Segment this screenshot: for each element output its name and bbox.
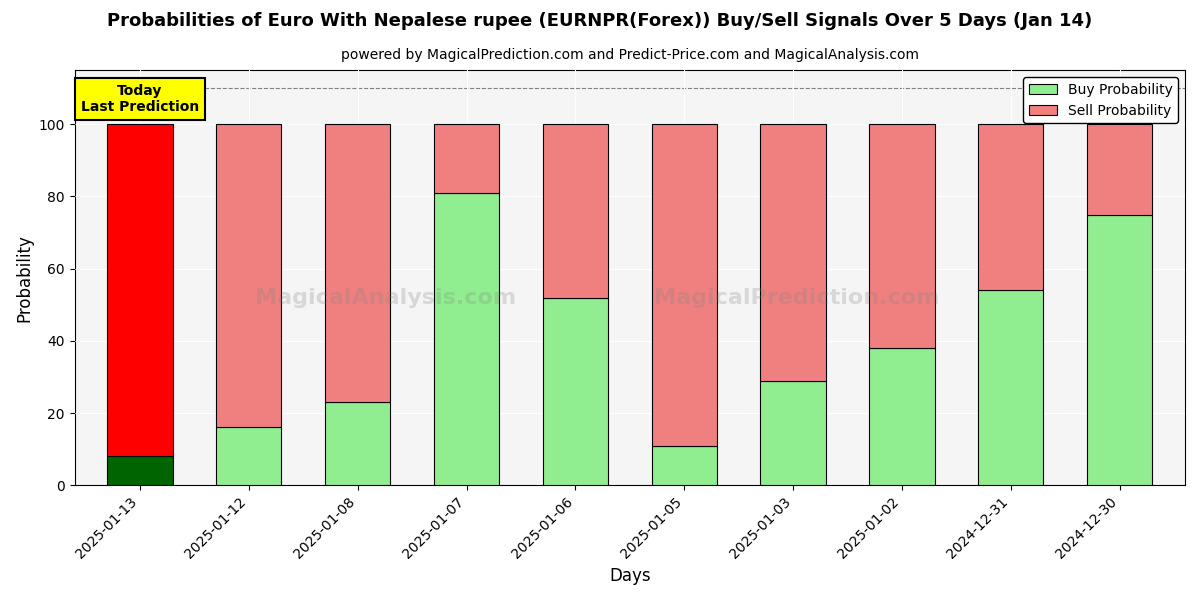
Bar (216, 124, 282, 427)
X-axis label: Days: Days (610, 567, 650, 585)
Bar (1087, 215, 1152, 485)
Bar (542, 298, 608, 485)
Bar (434, 124, 499, 193)
Text: Probabilities of Euro With Nepalese rupee (EURNPR(Forex)) Buy/Sell Signals Over : Probabilities of Euro With Nepalese rupe… (107, 12, 1093, 30)
Bar (216, 427, 282, 485)
Bar (652, 124, 716, 446)
Legend: Buy Probability, Sell Probability: Buy Probability, Sell Probability (1024, 77, 1178, 123)
Bar (542, 124, 608, 298)
Bar (325, 124, 390, 402)
Bar (978, 290, 1044, 485)
Text: MagicalAnalysis.com: MagicalAnalysis.com (254, 289, 516, 308)
Bar (107, 124, 173, 457)
Title: powered by MagicalPrediction.com and Predict-Price.com and MagicalAnalysis.com: powered by MagicalPrediction.com and Pre… (341, 48, 919, 62)
Bar (652, 446, 716, 485)
Text: Today
Last Prediction: Today Last Prediction (80, 84, 199, 114)
Bar (869, 348, 935, 485)
Bar (761, 124, 826, 380)
Bar (761, 380, 826, 485)
Bar (1087, 124, 1152, 215)
Y-axis label: Probability: Probability (16, 234, 34, 322)
Bar (869, 124, 935, 348)
Bar (107, 457, 173, 485)
Bar (978, 124, 1044, 290)
Text: MagicalPrediction.com: MagicalPrediction.com (654, 289, 940, 308)
Bar (325, 402, 390, 485)
Bar (434, 193, 499, 485)
